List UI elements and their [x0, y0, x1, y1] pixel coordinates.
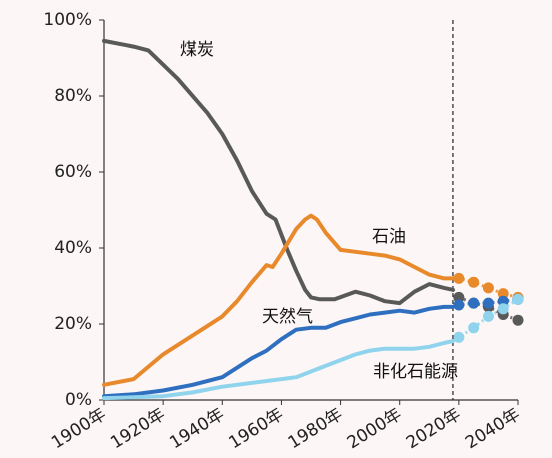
x-tick-label: 1940年	[166, 404, 228, 453]
x-tick-label: 1920年	[107, 404, 169, 453]
series-line-oil	[102, 213, 455, 387]
forecast-point-gas	[497, 295, 509, 307]
series-label-coal: 煤炭	[180, 40, 214, 60]
series-line-gas	[102, 304, 455, 399]
label-layer: 煤炭 石油 天然气 非化石能源	[180, 40, 458, 382]
y-tick-label: 60%	[54, 162, 92, 182]
series-line-nonfossil	[102, 339, 455, 401]
y-tick-label: 20%	[54, 314, 92, 334]
forecast-point-oil	[482, 282, 494, 294]
forecast-point-oil	[453, 272, 465, 284]
forecast-point-oil	[497, 288, 509, 300]
x-tick-label: 1900年	[48, 404, 110, 453]
x-tick-label: 2020年	[403, 404, 465, 453]
forecast-point-nonfossil	[453, 331, 465, 343]
forecast-point-coal	[453, 291, 465, 303]
forecast-point-nonfossil	[468, 322, 480, 334]
series-layer	[102, 38, 524, 401]
series-label-gas: 天然气	[262, 307, 313, 327]
axes-layer: 0% 20% 40% 60% 80% 100% 1900年1920年1940年1960年19…	[43, 10, 523, 453]
y-tick-label: 40%	[54, 238, 92, 258]
y-tick-label: 100%	[43, 10, 92, 30]
forecast-point-nonfossil	[512, 293, 524, 305]
forecast-point-gas	[453, 299, 465, 311]
y-tick-label: 80%	[54, 86, 92, 106]
forecast-point-oil	[468, 276, 480, 288]
forecast-point-coal	[512, 314, 524, 326]
x-tick-label: 1960年	[225, 404, 287, 453]
x-tick-label: 2040年	[462, 404, 524, 453]
forecast-point-gas	[482, 297, 494, 309]
forecast-point-gas	[468, 297, 480, 309]
forecast-point-nonfossil	[497, 303, 509, 315]
x-tick-label: 1980年	[285, 404, 347, 453]
series-label-oil: 石油	[372, 227, 406, 247]
series-label-nonfossil: 非化石能源	[373, 362, 458, 382]
y-tick-label: 0%	[65, 390, 92, 410]
series-line-coal	[102, 38, 455, 306]
x-tick-label: 2000年	[344, 404, 406, 453]
forecast-point-nonfossil	[482, 310, 494, 322]
